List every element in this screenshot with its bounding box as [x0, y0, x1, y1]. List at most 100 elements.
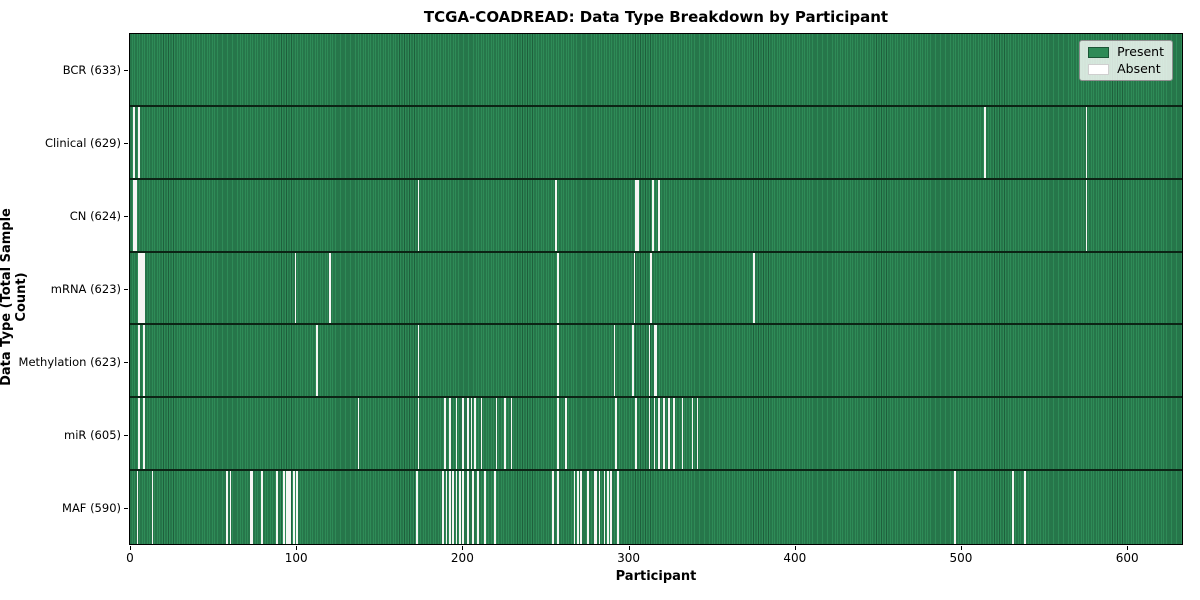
absent-stripe — [1012, 471, 1015, 544]
absent-stripe — [136, 471, 139, 544]
absent-stripe — [329, 252, 332, 324]
absent-stripe — [477, 471, 479, 544]
absent-stripe — [445, 471, 448, 544]
legend-item-present: Present — [1088, 45, 1164, 58]
absent-stripe — [587, 471, 589, 544]
y-tick-mark — [124, 70, 128, 72]
absent-stripe — [593, 471, 596, 544]
absent-stripe — [294, 252, 297, 324]
absent-stripe — [696, 398, 699, 470]
x-tick-mark — [462, 546, 464, 550]
absent-stripe — [557, 325, 559, 397]
absent-stripe — [459, 471, 461, 544]
absent-stripe — [658, 398, 661, 470]
absent-stripe — [653, 325, 656, 397]
absent-stripe — [681, 398, 684, 470]
legend-item-absent: Absent — [1088, 61, 1164, 76]
absent-stripe — [580, 471, 583, 544]
absent-stripe — [480, 398, 483, 470]
absent-stripe — [598, 471, 601, 544]
absent-stripe — [261, 471, 263, 544]
absent-stripe — [139, 252, 142, 324]
absent-stripe — [552, 471, 554, 544]
absent-stripe — [1024, 471, 1026, 544]
absent-stripe — [655, 325, 657, 397]
absent-stripe — [143, 398, 145, 470]
absent-stripe — [452, 471, 455, 544]
absent-stripe — [134, 179, 137, 251]
absent-stripe — [442, 471, 445, 544]
absent-stripe — [954, 471, 956, 544]
absent-stripe — [462, 398, 465, 470]
absent-stripe — [577, 471, 579, 544]
y-tick-mark — [124, 216, 128, 218]
absent-stripe — [503, 398, 506, 470]
absent-stripe — [415, 471, 418, 544]
absent-stripe — [631, 325, 634, 397]
absent-stripe — [455, 398, 458, 470]
absent-stripe — [282, 471, 285, 544]
absent-stripe — [474, 398, 476, 470]
absent-stripe — [449, 398, 451, 470]
plot-area: Present Absent — [129, 33, 1183, 545]
absent-stripe — [226, 471, 229, 544]
absent-stripe — [444, 398, 446, 470]
absent-stripe — [651, 179, 654, 251]
absent-stripe — [467, 398, 470, 470]
absent-stripe — [483, 471, 486, 544]
absent-stripe — [289, 471, 292, 544]
absent-stripe — [417, 325, 420, 397]
absent-stripe — [663, 398, 666, 470]
legend: Present Absent — [1079, 40, 1173, 81]
absent-stripe — [658, 179, 661, 251]
y-tick-label: MAF (590) — [62, 500, 121, 515]
x-tick-mark — [1127, 546, 1129, 550]
x-tick-mark — [960, 546, 962, 550]
x-tick-mark — [794, 546, 796, 550]
absent-stripe — [1085, 106, 1088, 178]
absent-stripe — [292, 471, 295, 544]
absent-stripe — [472, 471, 474, 544]
absent-stripe — [417, 179, 420, 251]
absent-stripe — [141, 252, 144, 324]
y-tick-label: Methylation (623) — [18, 354, 121, 369]
heatmap-row-MAF — [130, 471, 1182, 544]
x-tick-label: 500 — [949, 551, 973, 565]
absent-stripe — [610, 471, 612, 544]
absent-stripe — [573, 471, 576, 544]
y-tick-label: BCR (633) — [62, 63, 121, 78]
absent-stripe — [357, 398, 360, 470]
absent-stripe — [668, 398, 671, 470]
absent-stripe — [595, 471, 597, 544]
absent-stripe — [449, 471, 451, 544]
absent-stripe — [635, 398, 637, 470]
absent-stripe — [615, 398, 617, 470]
absent-stripe — [493, 471, 496, 544]
y-tick-mark — [124, 434, 128, 436]
x-tick-label: 100 — [284, 551, 308, 565]
chart-title: TCGA-COADREAD: Data Type Breakdown by Pa… — [423, 8, 889, 26]
absent-stripe — [653, 398, 656, 470]
absent-stripe — [133, 106, 135, 178]
legend-label-absent: Absent — [1117, 61, 1161, 76]
absent-stripe — [557, 252, 559, 324]
heatmap-row-Clinical — [130, 106, 1182, 180]
absent-stripe — [606, 471, 609, 544]
absent-stripe — [984, 106, 986, 178]
absent-stripe — [143, 252, 145, 324]
heatmap-row-miR — [130, 398, 1182, 472]
absent-stripe — [316, 325, 318, 397]
absent-stripe — [276, 471, 278, 544]
absent-stripe — [470, 398, 473, 470]
x-tick-mark — [130, 546, 131, 550]
absent-stripe — [138, 398, 140, 470]
absent-stripe — [286, 471, 288, 544]
absent-stripe — [650, 252, 652, 324]
absent-stripe — [151, 471, 154, 544]
x-tick-label: 0 — [126, 551, 134, 565]
absent-stripe — [495, 398, 498, 470]
y-tick-mark — [124, 289, 128, 290]
y-tick-mark — [124, 361, 128, 363]
absent-stripe — [648, 325, 651, 397]
